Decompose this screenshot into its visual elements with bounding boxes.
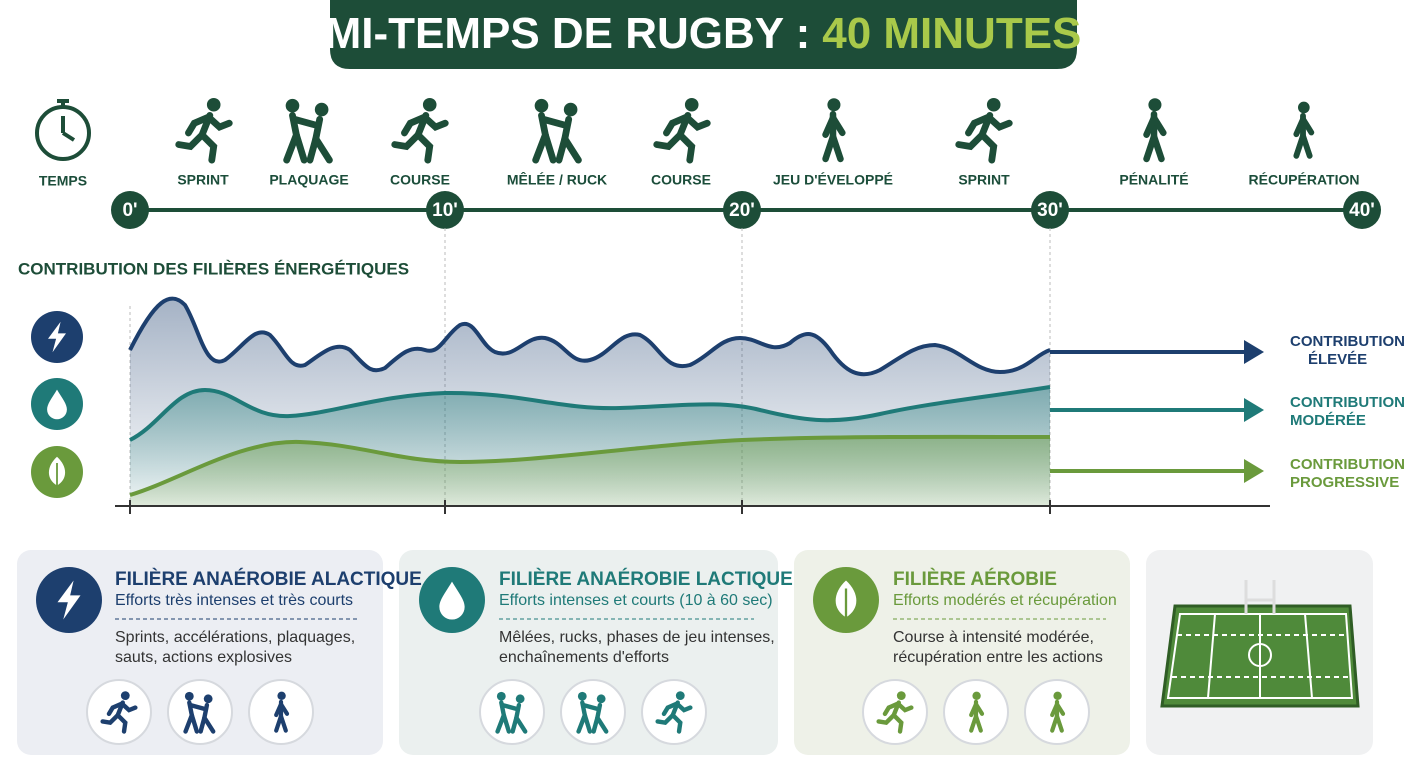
action-label: JEU D'ÉVELOPPÉ [773, 172, 893, 188]
card-title: FILIÈRE ANAÉROBIE LACTIQUE [499, 568, 793, 590]
title-highlight: 40 MINUTES [822, 9, 1081, 58]
card-title: FILIÈRE ANAÉROBIE ALACTIQUE [115, 568, 422, 590]
action-label: COURSE [390, 172, 450, 188]
small-icon-circles [86, 679, 1090, 745]
lactic-curve [129, 385, 1051, 442]
level-label: CONTRIBUTION [1290, 394, 1405, 411]
marker-label: 40' [1349, 200, 1375, 221]
action-label: PLAQUAGE [269, 172, 348, 188]
axis-ticks [129, 500, 1051, 514]
level-label: PROGRESSIVE [1290, 474, 1399, 491]
action-label: PÉNALITÉ [1119, 172, 1188, 188]
card-text: Course à intensité modérée, [893, 629, 1094, 646]
action-icons [179, 98, 1312, 160]
card-text: Mêlées, rucks, phases de jeu intenses, [499, 629, 775, 646]
action-label: SPRINT [958, 172, 1010, 188]
level-label: ÉLEVÉE [1308, 351, 1367, 368]
title-main: MI-TEMPS DE RUGBY : [325, 9, 811, 58]
card-text: récupération entre les actions [893, 649, 1103, 666]
level-label: CONTRIBUTION [1290, 456, 1405, 473]
energy-title: CONTRIBUTION DES FILIÈRES ÉNERGÉTIQUES [18, 259, 409, 278]
stopwatch [35, 99, 91, 161]
rugby-field [1160, 580, 1360, 708]
card-text: sauts, actions explosives [115, 649, 292, 666]
card-text: enchaînements d'efforts [499, 649, 669, 666]
card-subtitle: Efforts intenses et courts (10 à 60 sec) [499, 592, 773, 609]
card-text: Sprints, accélérations, plaquages, [115, 629, 355, 646]
card-subtitle: Efforts modérés et récupération [893, 592, 1117, 609]
marker-label: 20' [729, 200, 755, 221]
action-label: MÊLÉE / RUCK [507, 171, 607, 188]
level-label: CONTRIBUTION [1290, 333, 1405, 350]
timeline-markers [111, 191, 1381, 229]
action-label: RÉCUPÉRATION [1249, 172, 1360, 188]
header-bar [330, 0, 1077, 69]
marker-label: 10' [432, 200, 458, 221]
aerobic-area [130, 436, 1050, 506]
aerobic-curve [129, 434, 1051, 497]
action-label: COURSE [651, 172, 711, 188]
header-title: MI-TEMPS DE RUGBY :40 MINUTES [325, 9, 1082, 58]
marker-label: 0' [122, 200, 137, 221]
level-label: MODÉRÉE [1290, 412, 1366, 429]
time-label: TEMPS [39, 173, 87, 189]
alactic-curve [128, 296, 1051, 377]
arrows [1050, 340, 1264, 483]
card-subtitle: Efforts très intenses et très courts [115, 592, 353, 609]
marker-label: 30' [1037, 200, 1063, 221]
action-label: SPRINT [177, 172, 229, 188]
card-title: FILIÈRE AÉROBIE [893, 568, 1057, 590]
